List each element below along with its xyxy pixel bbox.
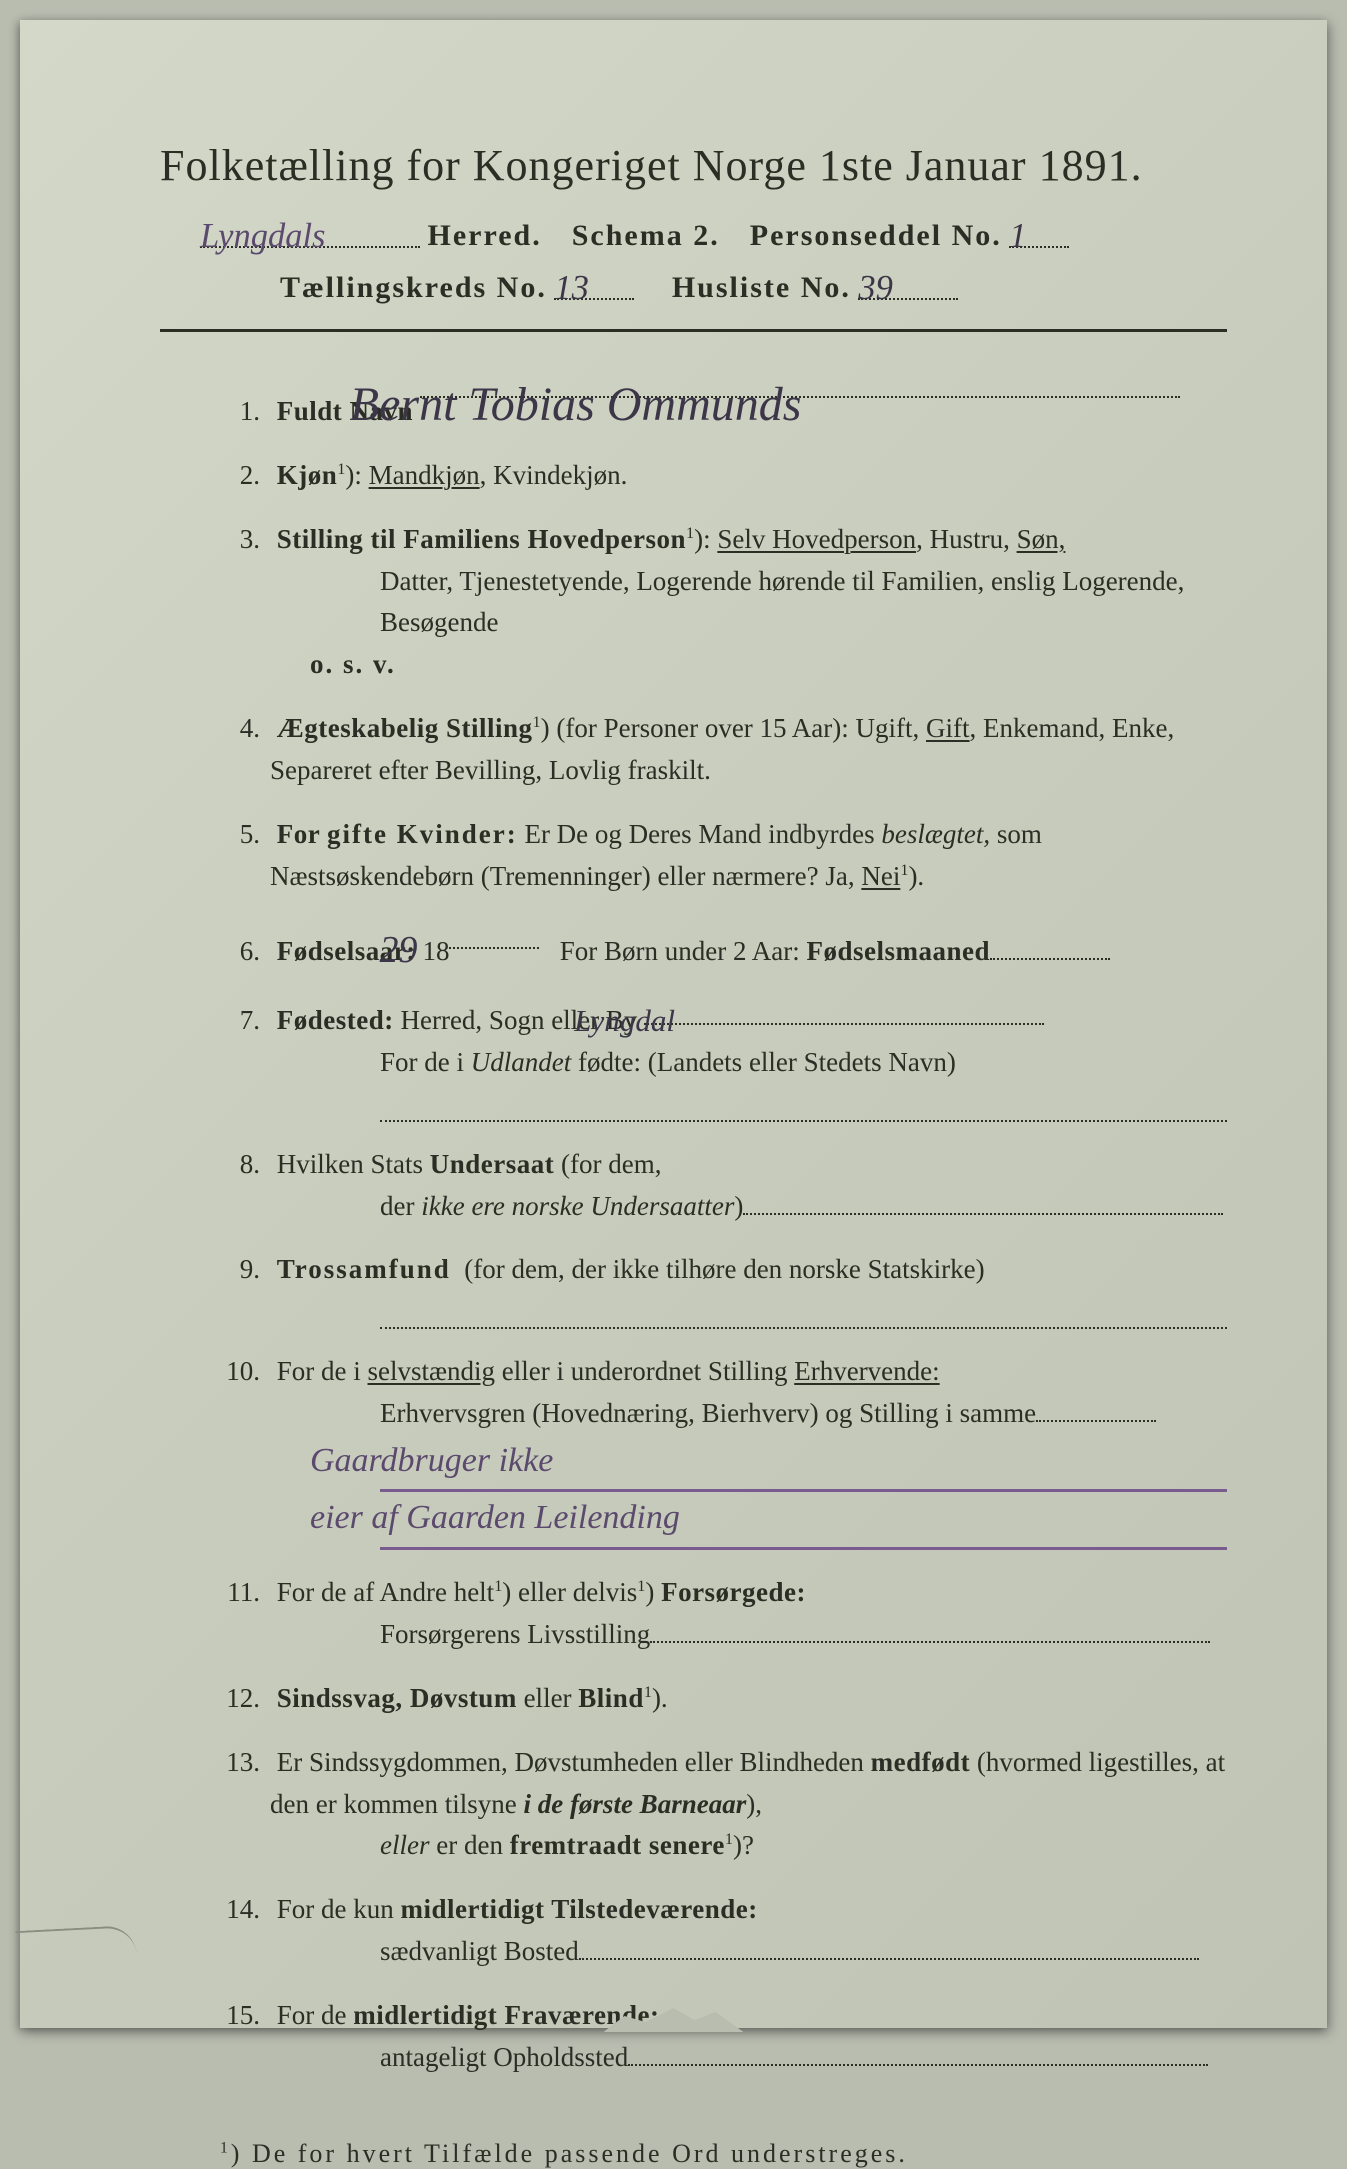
taellingskreds-no: 13	[554, 269, 589, 307]
form-title: Folketælling for Kongeriget Norge 1ste J…	[160, 140, 1227, 191]
taellingskreds-label: Tællingskreds No.	[280, 271, 547, 304]
item-15: 15. For de midlertidigt Fraværende: anta…	[160, 1995, 1227, 2079]
item-11: 11. For de af Andre helt1) eller delvis1…	[160, 1572, 1227, 1656]
item-7: 7. Fødested: Herred, Sogn eller By Lyngd…	[160, 995, 1227, 1121]
item-9: 9. Trossamfund (for dem, der ikke tilhør…	[160, 1249, 1227, 1329]
item-12: 12. Sindssvag, Døvstum eller Blind1).	[160, 1678, 1227, 1720]
fullname-value: Bernt Tobias Ommunds	[350, 378, 802, 431]
beslagtet-selected: Nei	[861, 861, 900, 891]
birthplace-abroad-line	[380, 1084, 1227, 1122]
item-3: 3. Stilling til Familiens Hovedperson1):…	[160, 519, 1227, 686]
header-line-1: Lyngdals Herred. Schema 2. Personseddel …	[160, 215, 1227, 253]
schema-label: Schema 2.	[572, 219, 720, 252]
form-header: Folketælling for Kongeriget Norge 1ste J…	[160, 140, 1227, 305]
husliste-label: Husliste No.	[672, 271, 851, 304]
item-1: 1. Fuldt Navn Bernt Tobias Ommunds	[160, 368, 1227, 433]
census-form-page: Folketælling for Kongeriget Norge 1ste J…	[20, 20, 1327, 2028]
page-tear-left	[15, 1925, 136, 1961]
herred-label: Herred.	[428, 219, 542, 252]
footnote: 1) De for hvert Tilfælde passende Ord un…	[160, 2139, 1227, 2169]
item-2: 2. Kjøn1): Mandkjøn, Kvindekjøn.	[160, 455, 1227, 497]
form-items: 1. Fuldt Navn Bernt Tobias Ommunds 2. Kj…	[160, 368, 1227, 2079]
herred-value: Lyngdals	[200, 217, 325, 255]
stilling-selected: Selv Hovedperson	[717, 524, 916, 554]
header-rule	[160, 329, 1227, 332]
occupation-line1: Gaardbruger ikke	[380, 1435, 1227, 1493]
item-8: 8. Hvilken Stats Undersaat (for dem, der…	[160, 1144, 1227, 1228]
item-10: 10. For de i selvstændig eller i underor…	[160, 1351, 1227, 1550]
item-4: 4. Ægteskabelig Stilling1) (for Personer…	[160, 708, 1227, 792]
item-5: 5. For gifte Kvinder: Er De og Deres Man…	[160, 814, 1227, 898]
item-6: 6. Fødselsaar: 1829 For Børn under 2 Aar…	[160, 919, 1227, 973]
header-line-2: Tællingskreds No. 13 Husliste No. 39	[160, 267, 1227, 305]
item-13: 13. Er Sindssygdommen, Døvstumheden elle…	[160, 1742, 1227, 1868]
personseddel-no: 1	[1009, 217, 1026, 255]
personseddel-label: Personseddel No.	[750, 219, 1002, 252]
occupation-line2: eier af Gaarden Leilending	[380, 1492, 1227, 1550]
aegteskab-selected: Gift	[926, 713, 970, 743]
kjon-selected: Mandkjøn	[369, 460, 480, 490]
trossamfund-line	[380, 1291, 1227, 1329]
item-14: 14. For de kun midlertidigt Tilstedevære…	[160, 1889, 1227, 1973]
birthyear-value: 29	[379, 929, 417, 971]
husliste-no: 39	[858, 269, 893, 307]
birthplace-value: Lyngdal	[574, 1003, 675, 1038]
